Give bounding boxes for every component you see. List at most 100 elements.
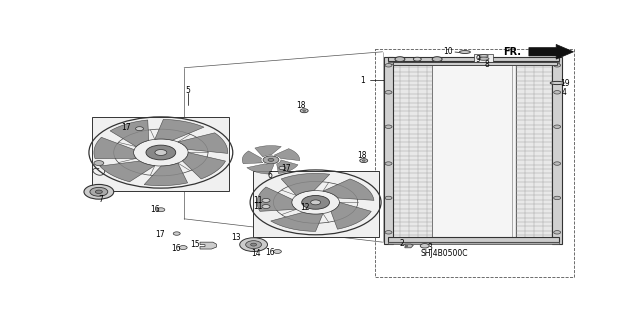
Text: 10: 10 — [444, 47, 453, 56]
Circle shape — [95, 190, 102, 194]
Bar — [383, 57, 394, 244]
Bar — [388, 62, 559, 64]
Circle shape — [136, 127, 143, 131]
Circle shape — [360, 159, 368, 163]
Text: 18: 18 — [357, 151, 367, 160]
Polygon shape — [110, 120, 148, 147]
Text: 11: 11 — [253, 196, 262, 205]
Text: 12: 12 — [300, 203, 309, 212]
Circle shape — [413, 57, 421, 61]
Bar — [516, 58, 556, 241]
Text: 8: 8 — [484, 60, 489, 69]
Text: 7: 7 — [99, 195, 103, 204]
Polygon shape — [242, 151, 263, 164]
Circle shape — [385, 231, 392, 234]
Circle shape — [157, 208, 165, 212]
Circle shape — [146, 145, 176, 160]
Text: 11: 11 — [253, 202, 262, 211]
Polygon shape — [274, 149, 300, 160]
Polygon shape — [276, 160, 298, 174]
Circle shape — [554, 91, 561, 94]
Text: 16: 16 — [172, 244, 181, 253]
Bar — [392, 58, 557, 241]
Bar — [388, 237, 559, 242]
Circle shape — [84, 184, 114, 199]
Polygon shape — [323, 179, 374, 200]
Circle shape — [362, 160, 365, 161]
Circle shape — [420, 244, 429, 248]
Bar — [375, 49, 573, 277]
Polygon shape — [281, 174, 330, 196]
Circle shape — [385, 196, 392, 200]
Text: 14: 14 — [252, 249, 261, 258]
Circle shape — [385, 63, 392, 67]
Bar — [392, 58, 432, 241]
Polygon shape — [255, 146, 281, 157]
Ellipse shape — [460, 51, 470, 54]
Polygon shape — [100, 161, 155, 182]
Text: 17: 17 — [281, 165, 291, 174]
Text: FR.: FR. — [504, 47, 522, 57]
Text: SHJ4B0500C: SHJ4B0500C — [421, 249, 468, 258]
Bar — [253, 171, 379, 237]
Polygon shape — [144, 163, 188, 186]
Circle shape — [303, 110, 306, 111]
Circle shape — [240, 238, 268, 251]
Circle shape — [273, 249, 282, 254]
Circle shape — [246, 241, 262, 249]
Bar — [388, 242, 559, 244]
Circle shape — [173, 232, 180, 235]
Text: 16: 16 — [150, 205, 160, 214]
Polygon shape — [155, 119, 204, 140]
Circle shape — [251, 243, 257, 246]
Circle shape — [385, 125, 392, 129]
Text: 15: 15 — [190, 240, 200, 249]
Text: 9: 9 — [476, 55, 481, 64]
Circle shape — [300, 109, 308, 113]
Text: 5: 5 — [186, 86, 191, 95]
Circle shape — [279, 166, 286, 170]
Polygon shape — [405, 244, 413, 248]
Bar — [552, 57, 562, 244]
Circle shape — [554, 63, 561, 67]
Polygon shape — [182, 152, 225, 179]
Polygon shape — [94, 137, 136, 159]
Circle shape — [179, 246, 187, 249]
Circle shape — [94, 160, 104, 166]
Bar — [474, 54, 493, 63]
Text: 18: 18 — [296, 100, 305, 110]
Circle shape — [554, 125, 561, 129]
Ellipse shape — [479, 55, 488, 57]
Circle shape — [262, 198, 270, 202]
Text: 3: 3 — [428, 243, 432, 252]
Circle shape — [432, 57, 442, 62]
Bar — [394, 62, 557, 64]
Circle shape — [90, 187, 108, 196]
Bar — [92, 117, 229, 190]
Polygon shape — [529, 44, 573, 59]
Circle shape — [385, 162, 392, 165]
Ellipse shape — [479, 57, 489, 60]
Polygon shape — [257, 187, 296, 211]
Polygon shape — [247, 164, 274, 174]
Circle shape — [310, 200, 321, 205]
Text: 16: 16 — [265, 248, 275, 257]
Text: 6: 6 — [268, 171, 273, 180]
Circle shape — [385, 91, 392, 94]
Text: 13: 13 — [232, 233, 241, 242]
Circle shape — [262, 204, 270, 209]
Circle shape — [554, 162, 561, 165]
Bar — [388, 57, 559, 61]
Circle shape — [554, 231, 561, 234]
Circle shape — [395, 57, 405, 62]
Polygon shape — [200, 242, 216, 249]
Circle shape — [554, 196, 561, 200]
Ellipse shape — [550, 81, 564, 85]
Text: 2: 2 — [399, 239, 404, 248]
Text: 19: 19 — [560, 79, 570, 88]
Polygon shape — [271, 212, 323, 231]
Text: 17: 17 — [122, 123, 131, 132]
Circle shape — [263, 156, 279, 164]
Circle shape — [268, 159, 274, 161]
Circle shape — [301, 196, 330, 209]
